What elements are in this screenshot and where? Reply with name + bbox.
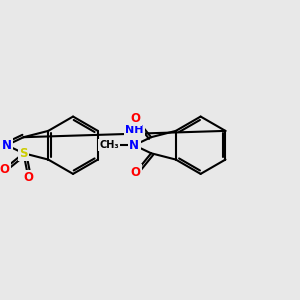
Text: NH: NH <box>125 125 144 135</box>
Text: O: O <box>131 112 141 125</box>
Text: O: O <box>23 171 33 184</box>
Text: CH₃: CH₃ <box>99 140 119 150</box>
Text: N: N <box>129 139 139 152</box>
Text: O: O <box>0 163 9 176</box>
Text: S: S <box>19 147 28 160</box>
Text: N: N <box>2 139 12 152</box>
Text: O: O <box>131 166 141 179</box>
